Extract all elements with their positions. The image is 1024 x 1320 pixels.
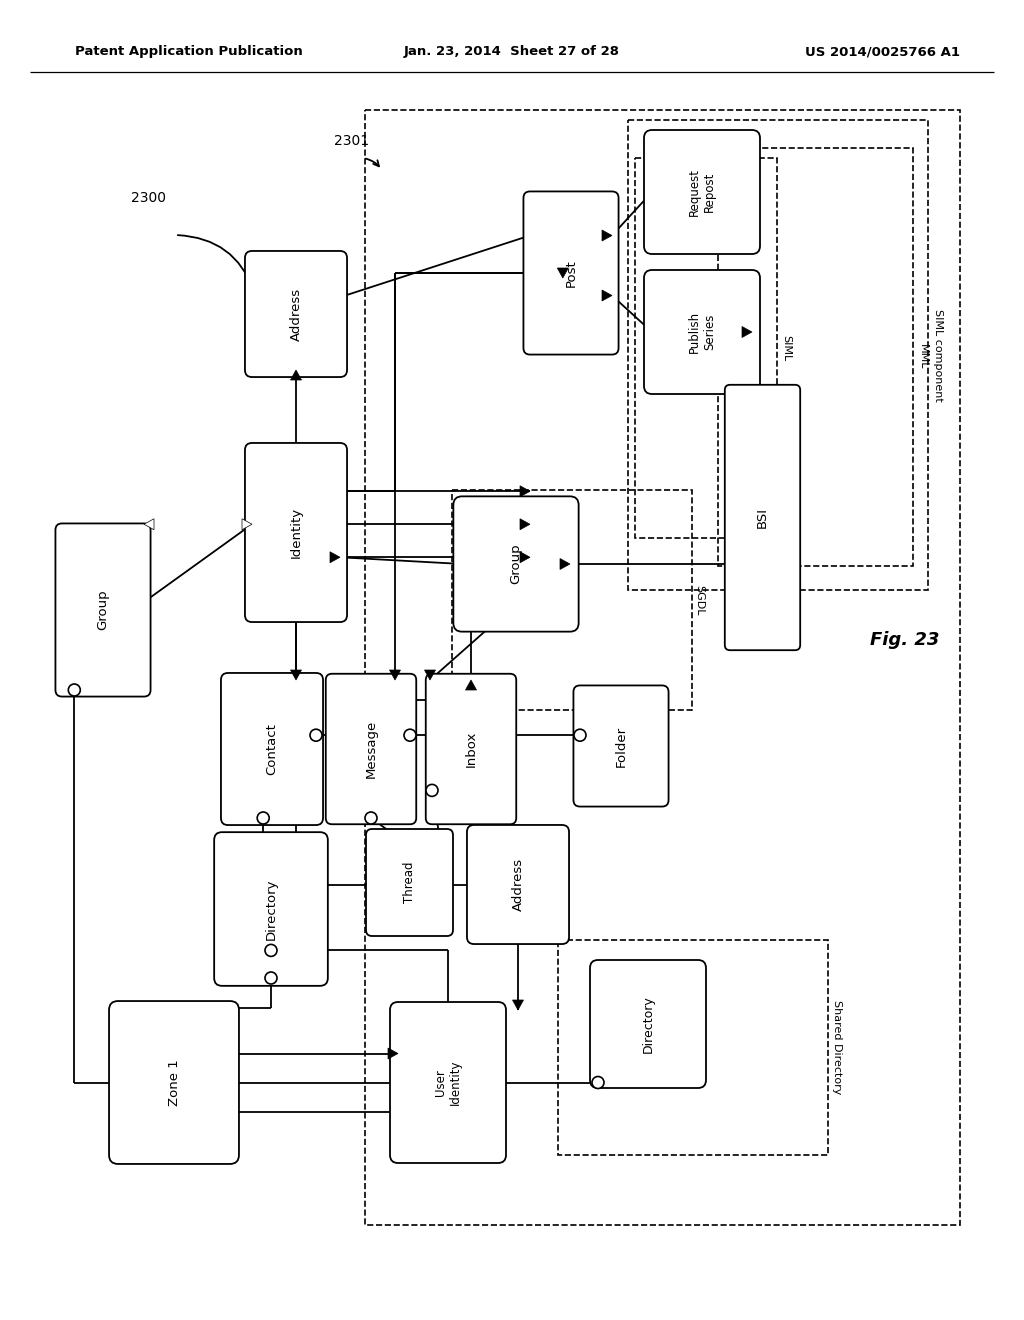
Bar (452, 490, 692, 710)
Circle shape (310, 729, 322, 742)
Circle shape (365, 812, 377, 824)
Text: Thread: Thread (403, 862, 416, 903)
Polygon shape (389, 671, 400, 680)
FancyBboxPatch shape (245, 251, 347, 378)
Polygon shape (602, 230, 612, 242)
Polygon shape (388, 1048, 398, 1059)
Text: BSI: BSI (756, 507, 769, 528)
FancyBboxPatch shape (390, 1002, 506, 1163)
Text: Request
Repost: Request Repost (688, 168, 716, 216)
Text: Address: Address (512, 858, 524, 911)
Circle shape (265, 944, 278, 957)
Polygon shape (330, 552, 340, 562)
Polygon shape (520, 552, 530, 562)
FancyBboxPatch shape (523, 191, 618, 355)
Text: Shared Directory: Shared Directory (831, 999, 842, 1094)
Text: Directory: Directory (641, 995, 654, 1053)
Bar (635, 158, 777, 539)
Text: Jan. 23, 2014  Sheet 27 of 28: Jan. 23, 2014 Sheet 27 of 28 (404, 45, 620, 58)
FancyBboxPatch shape (55, 524, 151, 697)
Text: Message: Message (365, 719, 378, 777)
Text: Identity: Identity (290, 507, 302, 558)
Circle shape (574, 729, 586, 742)
Polygon shape (560, 558, 570, 569)
Text: US 2014/0025766 A1: US 2014/0025766 A1 (805, 45, 961, 58)
Text: 2300: 2300 (130, 191, 166, 205)
Text: Folder: Folder (614, 726, 628, 767)
Bar (558, 940, 828, 1155)
Text: Fig. 23: Fig. 23 (870, 631, 939, 649)
FancyBboxPatch shape (573, 685, 669, 807)
Text: Inbox: Inbox (465, 731, 477, 767)
Text: Address: Address (290, 288, 302, 341)
Text: SIML component: SIML component (933, 309, 943, 401)
Polygon shape (144, 519, 154, 529)
FancyBboxPatch shape (426, 673, 516, 824)
Text: Group: Group (96, 590, 110, 631)
Circle shape (257, 812, 269, 824)
Text: 2301: 2301 (335, 135, 370, 148)
FancyBboxPatch shape (326, 673, 416, 824)
Text: User
Identity: User Identity (434, 1060, 462, 1105)
FancyBboxPatch shape (214, 832, 328, 986)
Text: Publish
Series: Publish Series (688, 312, 716, 352)
Polygon shape (291, 370, 301, 380)
Text: MML: MML (918, 345, 928, 370)
Text: SGDL: SGDL (694, 585, 705, 615)
Circle shape (404, 729, 416, 742)
FancyBboxPatch shape (109, 1001, 239, 1164)
Circle shape (426, 784, 438, 796)
FancyBboxPatch shape (245, 444, 347, 622)
Text: Directory: Directory (264, 878, 278, 940)
Text: Post: Post (564, 259, 578, 286)
Text: Patent Application Publication: Patent Application Publication (75, 45, 303, 58)
FancyBboxPatch shape (366, 829, 453, 936)
Polygon shape (557, 268, 568, 279)
Polygon shape (242, 519, 252, 529)
Circle shape (265, 972, 278, 983)
Text: SIML: SIML (781, 335, 791, 362)
Bar (718, 148, 913, 566)
Polygon shape (425, 671, 435, 680)
Circle shape (592, 1077, 604, 1089)
FancyBboxPatch shape (725, 385, 800, 651)
Polygon shape (466, 680, 476, 690)
FancyBboxPatch shape (644, 271, 760, 393)
Text: Zone 1: Zone 1 (168, 1059, 180, 1106)
Bar (628, 120, 928, 590)
FancyBboxPatch shape (590, 960, 706, 1088)
Circle shape (69, 684, 80, 696)
FancyBboxPatch shape (644, 129, 760, 253)
FancyBboxPatch shape (221, 673, 323, 825)
Text: Group: Group (510, 544, 522, 585)
Polygon shape (512, 1001, 523, 1010)
Text: Contact: Contact (265, 723, 279, 775)
Polygon shape (742, 326, 752, 338)
Polygon shape (520, 519, 530, 529)
FancyBboxPatch shape (454, 496, 579, 632)
Polygon shape (602, 290, 612, 301)
FancyBboxPatch shape (467, 825, 569, 944)
Polygon shape (291, 671, 301, 680)
Bar (365, 110, 961, 1225)
Polygon shape (520, 486, 530, 496)
